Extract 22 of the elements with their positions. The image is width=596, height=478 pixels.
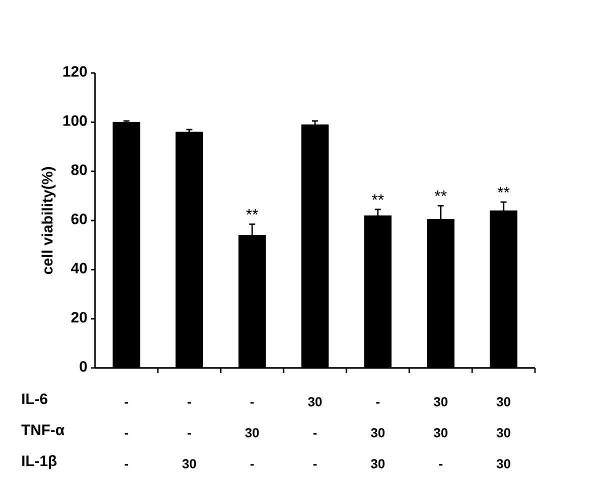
category-label: - - 30 [182,402,196,468]
data-label: ** [498,186,510,192]
data-label: ** [372,194,384,200]
y-tick-label: 100 [63,115,87,126]
data-label: ** [434,190,447,196]
text: TNF-α [21,424,64,436]
y-tick-label: 0 [80,361,87,372]
category-label: 30 - - [308,397,322,466]
category-label: 30 30 - [434,397,448,466]
y-tick-label: 20 [71,312,87,323]
category-label: - - - [124,402,128,466]
category-label: - 30 - [245,402,259,466]
y-tick-label: 80 [71,164,87,176]
category-label: - 30 30 [370,402,385,468]
text: IL-1β [22,455,57,470]
y-tick-label: 40 [71,262,87,274]
text: IL-6 [22,394,48,404]
y-tick-label: 60 [71,214,87,224]
data-label: ** [246,208,258,215]
y-tick-label: 120 [63,66,87,77]
y-axis-title: cell viability(%) [42,167,56,274]
category-label: 30 30 30 [496,397,510,468]
